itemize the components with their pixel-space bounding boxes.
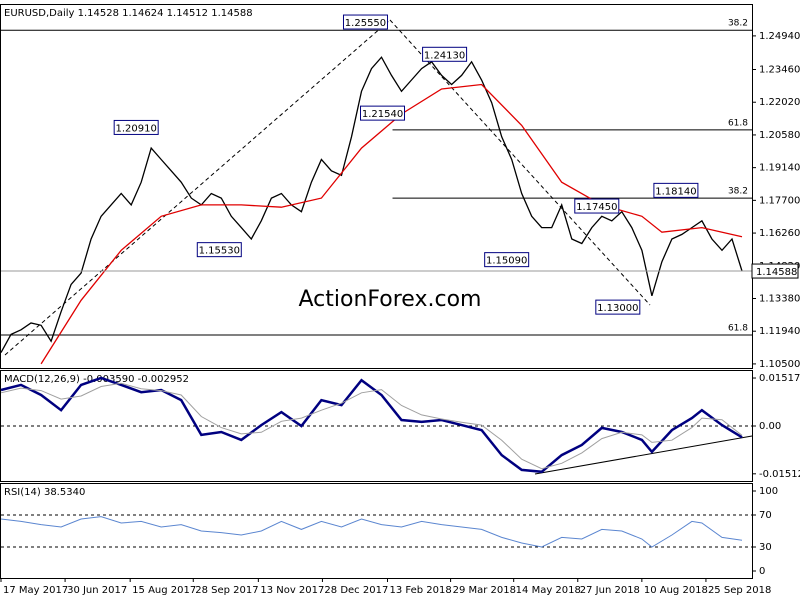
y-tick-label: 1.16260 — [759, 228, 800, 239]
x-tick-label: 25 Sep 2018 — [708, 585, 771, 596]
y-tick-label: 70 — [759, 510, 772, 521]
y-tick-label: 1.11940 — [759, 326, 800, 337]
price-label-box — [595, 299, 641, 315]
y-tick-label: 1.22020 — [759, 97, 800, 108]
y-tick-label: 1.24940 — [759, 31, 800, 42]
y-tick-label: 30 — [759, 542, 772, 553]
price-label: 1.18140 — [655, 186, 696, 197]
price-label-box — [196, 242, 242, 258]
y-tick-label: 1.23460 — [759, 65, 800, 76]
macd-trend-line — [534, 435, 753, 475]
x-tick-label: 30 Jun 2017 — [67, 585, 127, 596]
x-tick-label: 15 Aug 2017 — [132, 585, 196, 596]
price-label-box — [422, 46, 468, 62]
trend-line — [389, 19, 651, 306]
fib-label: 38.2 — [728, 187, 748, 197]
y-tick-label: 1.13380 — [759, 293, 800, 304]
price-label-box — [113, 119, 159, 135]
x-tick-label: 29 Mar 2018 — [453, 585, 516, 596]
panel-title: EURUSD,Daily 1.14528 1.14624 1.14512 1.1… — [4, 8, 253, 19]
y-tick-label: 0 — [759, 566, 765, 577]
y-tick-label: 0.00 — [759, 421, 781, 432]
fib-label: 61.8 — [728, 118, 748, 128]
price-label: 1.15530 — [199, 246, 240, 257]
price-label-box — [574, 198, 620, 214]
rsi-frame — [0, 483, 753, 579]
panel-title: RSI(14) 38.5340 — [4, 487, 85, 498]
current-price: 1.14588 — [756, 267, 797, 278]
x-tick-label: 27 Jun 2018 — [580, 585, 640, 596]
x-tick-label: 17 May 2017 — [3, 585, 68, 596]
y-tick-label: 1.20580 — [759, 130, 800, 141]
x-tick-label: 13 Feb 2018 — [390, 585, 452, 596]
y-tick-label: 0.015178 — [759, 373, 800, 384]
y-tick-label: 1.17700 — [759, 195, 800, 206]
y-tick-label: 1.19140 — [759, 163, 800, 174]
price-label: 1.13000 — [597, 303, 638, 314]
price-label: 1.25550 — [345, 18, 386, 29]
price-label: 1.20910 — [116, 123, 157, 134]
price-label: 1.15090 — [486, 256, 527, 267]
x-tick-label: 14 May 2018 — [516, 585, 581, 596]
price-label-box — [484, 252, 530, 268]
x-tick-label: 28 Sep 2017 — [195, 585, 258, 596]
series-line — [0, 382, 743, 470]
watermark: ActionForex.com — [299, 287, 482, 312]
y-tick-label: -0.015126 — [759, 469, 800, 480]
fib-label: 38.2 — [728, 19, 748, 29]
series-line — [0, 376, 743, 474]
price-label: 1.17450 — [576, 202, 617, 213]
x-tick-label: 13 Nov 2017 — [260, 585, 324, 596]
current-price-box — [751, 263, 799, 279]
trend-line — [4, 19, 391, 356]
x-tick-label: 28 Dec 2017 — [324, 585, 388, 596]
fib-label: 61.8 — [728, 324, 748, 334]
series-line — [0, 516, 743, 548]
price-label-box — [360, 105, 406, 121]
price-label: 1.21540 — [362, 109, 403, 120]
price-frame — [0, 4, 753, 369]
price-label-box — [342, 14, 388, 30]
price-label-box — [653, 182, 699, 198]
price-label: 1.24130 — [424, 50, 465, 61]
y-tick-label: 1.10500 — [759, 359, 800, 370]
x-tick-label: 10 Aug 2018 — [644, 585, 708, 596]
series-line — [0, 56, 743, 353]
y-tick-label: 100 — [759, 486, 778, 497]
